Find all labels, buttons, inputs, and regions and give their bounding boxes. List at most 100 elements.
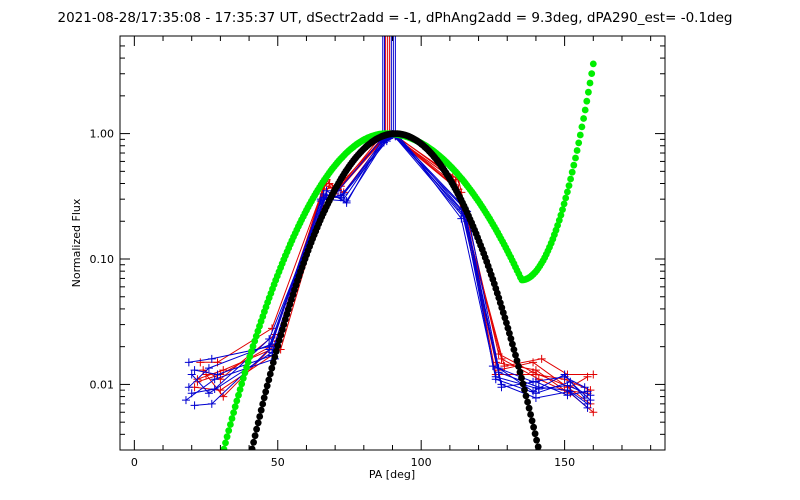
fit-point-green-9 <box>217 458 224 465</box>
fit-point-black-174 <box>509 340 516 348</box>
fit-point-black-198 <box>545 492 552 499</box>
data-point-blue-11-11 <box>580 393 589 402</box>
fit-point-green-217 <box>554 222 561 229</box>
fit-point-black-23 <box>280 321 288 328</box>
x-axis-label: PA [deg] <box>369 468 415 481</box>
fit-point-green-19 <box>233 397 241 405</box>
fit-point-green-16 <box>228 415 236 422</box>
fit-point-green-218 <box>555 216 563 224</box>
fit-point-green-14 <box>225 427 233 434</box>
fit-point-green-8 <box>216 465 223 472</box>
fit-point-black-15 <box>268 364 276 372</box>
data-point-red-1-0 <box>199 366 208 375</box>
fit-point-black-189 <box>531 430 539 438</box>
fit-point-green-237 <box>586 79 594 87</box>
fit-point-black-1 <box>247 452 254 459</box>
fit-point-green-219 <box>557 211 565 219</box>
fit-point-green-10 <box>219 452 226 459</box>
fit-point-green-221 <box>560 200 568 208</box>
data-point-blue-10-10 <box>563 381 572 390</box>
data-point-red-5-11 <box>583 372 592 381</box>
data-point-blue-12-11 <box>583 387 592 396</box>
fit-point-black-181 <box>519 380 527 388</box>
fit-point-green-23 <box>239 374 247 382</box>
fit-point-black-179 <box>516 368 524 376</box>
fit-point-black-8 <box>257 406 265 414</box>
fit-point-black-177 <box>513 357 521 365</box>
data-point-blue-11-10 <box>560 370 569 379</box>
data-point-blue-12-0 <box>190 366 199 375</box>
fit-point-black-13 <box>265 376 273 384</box>
fit-point-green-12 <box>222 439 229 447</box>
plot-area: 0 50 100 150 0.01 0.10 1.00 <box>90 35 666 499</box>
fit-point-black-3 <box>250 438 257 446</box>
fit-point-green-15 <box>227 421 234 428</box>
y-axis-label: Normalized Flux <box>70 198 83 287</box>
x-tick-label-0: 0 <box>131 456 138 469</box>
fit-point-black-171 <box>504 324 512 332</box>
fit-point-green-7 <box>214 471 221 478</box>
fit-point-black-22 <box>279 326 286 334</box>
y-tick-label-1: 0.10 <box>90 253 115 266</box>
fit-point-green-227 <box>570 161 578 169</box>
fit-point-black-187 <box>528 417 536 425</box>
fit-point-green-29 <box>249 342 257 350</box>
fit-point-green-223 <box>564 188 571 196</box>
fit-point-green-13 <box>223 433 231 441</box>
x-tick-label-150: 150 <box>554 456 575 469</box>
data-point-blue-8-11 <box>580 383 589 392</box>
fit-point-black-193 <box>538 457 545 464</box>
fit-point-green-11 <box>220 445 228 450</box>
fit-point-black-178 <box>515 363 522 370</box>
fit-point-black-175 <box>510 346 518 353</box>
fit-point-green-27 <box>246 353 254 361</box>
fit-point-black-188 <box>530 423 537 431</box>
data-point-blue-7-0 <box>187 370 196 379</box>
fit-point-black-9 <box>259 400 267 408</box>
series-line-blue-9 <box>194 135 588 406</box>
data-point-blue-11-2 <box>265 335 274 344</box>
data-point-blue-12-10 <box>563 391 572 400</box>
data-point-blue-10-8 <box>491 372 500 381</box>
fit-point-black-190 <box>533 436 540 444</box>
fit-point-black-185 <box>525 404 533 412</box>
fit-point-green-4 <box>209 491 216 498</box>
fit-point-black-197 <box>544 485 551 492</box>
x-tick-label-50: 50 <box>271 456 285 469</box>
fit-point-black-173 <box>507 335 515 343</box>
fit-point-green-230 <box>575 139 583 147</box>
fit-point-black-10 <box>260 394 268 402</box>
fit-point-black-0 <box>246 459 253 466</box>
y-tick-label-0: 0.01 <box>90 378 115 391</box>
fit-point-green-225 <box>567 175 574 183</box>
series-line-blue-12 <box>194 134 588 396</box>
data-point-blue-9-9 <box>531 393 540 402</box>
fit-point-black-183 <box>522 392 530 400</box>
data-point-blue-12-9 <box>531 377 540 386</box>
fit-point-green-220 <box>559 206 566 214</box>
fit-point-green-25 <box>243 364 251 371</box>
data-point-blue-9-11 <box>583 399 592 408</box>
fit-point-black-169 <box>501 314 509 322</box>
fit-point-black-194 <box>539 464 546 471</box>
data-point-blue-11-1 <box>210 384 219 393</box>
x-tick-label-100: 100 <box>411 456 432 469</box>
fit-point-black-20 <box>275 337 283 344</box>
fit-point-black-16 <box>269 359 277 366</box>
data-point-blue-12-4 <box>342 197 351 206</box>
data-point-blue-10-4 <box>339 189 348 198</box>
data-point-blue-10-2 <box>268 340 277 349</box>
data-point-blue-12-5 <box>379 138 388 147</box>
fit-point-green-236 <box>585 88 592 96</box>
data-point-red-3-0 <box>196 358 205 367</box>
series-line-red-3 <box>200 132 591 391</box>
y-tick-label-2: 1.00 <box>90 128 115 141</box>
fit-point-green-28 <box>248 348 255 355</box>
data-point-red-4-9 <box>537 354 546 363</box>
data-point-blue-11-8 <box>494 364 503 373</box>
fit-point-black-170 <box>503 319 510 327</box>
chart-title: 2021-08-28/17:35:08 - 17:35:37 UT, dSect… <box>57 10 732 26</box>
fit-point-black-168 <box>499 309 507 317</box>
data-point-red-2-11 <box>589 408 598 417</box>
